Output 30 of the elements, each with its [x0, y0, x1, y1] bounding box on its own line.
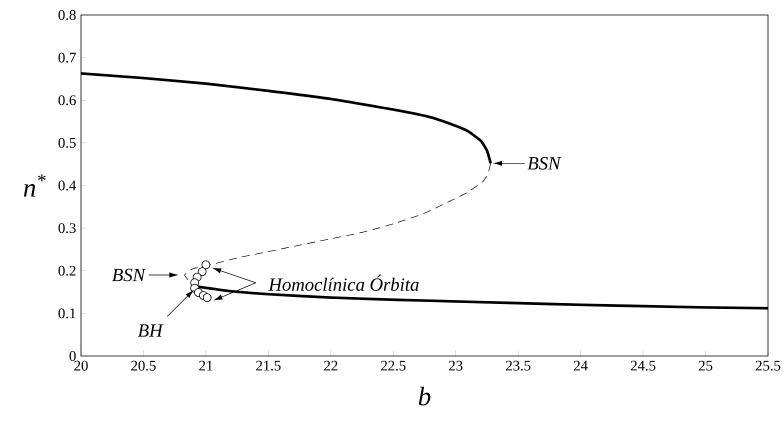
x-tick-label: 24	[574, 360, 588, 370]
x-axis-title: b	[418, 386, 430, 406]
y-tick-label: 0.7	[58, 52, 76, 63]
x-tick-label: 23.5	[506, 360, 530, 371]
x-tick-label: 20	[74, 360, 88, 371]
point	[198, 267, 207, 276]
annotation: Homoclínica Órbita	[268, 274, 419, 291]
annotation: BSN	[112, 268, 146, 282]
y-tick-label: 0.6	[58, 95, 76, 106]
y-axis-title: n$^{*}$	[24, 174, 46, 197]
y-tick-label: 0.1	[58, 308, 76, 318]
y-tick-label: 0.4	[58, 180, 76, 190]
x-tick-label: 21	[199, 360, 212, 370]
x-tick-label: 25.5	[756, 360, 780, 371]
x-tick-label: 25	[698, 360, 712, 371]
y-tick-label: 0.5	[58, 138, 76, 148]
point	[202, 293, 212, 302]
y-tick-label: 0	[70, 351, 76, 361]
x-tick-label: 22	[324, 360, 338, 370]
x-tick-label: 20.5	[131, 360, 156, 371]
y-tick-label: 0.3	[58, 223, 76, 234]
point	[202, 260, 210, 270]
x-tick-label: 23	[449, 360, 462, 371]
x-tick-label: 24.5	[630, 360, 656, 371]
x-tick-label: 22.5	[381, 360, 406, 371]
annotation: BSN	[527, 157, 562, 170]
x-tick-label: 21.5	[256, 360, 281, 371]
y-tick-label: 0.8	[58, 10, 76, 20]
annotation: BH	[138, 324, 164, 337]
y-tick-label: 0.2	[58, 266, 76, 276]
